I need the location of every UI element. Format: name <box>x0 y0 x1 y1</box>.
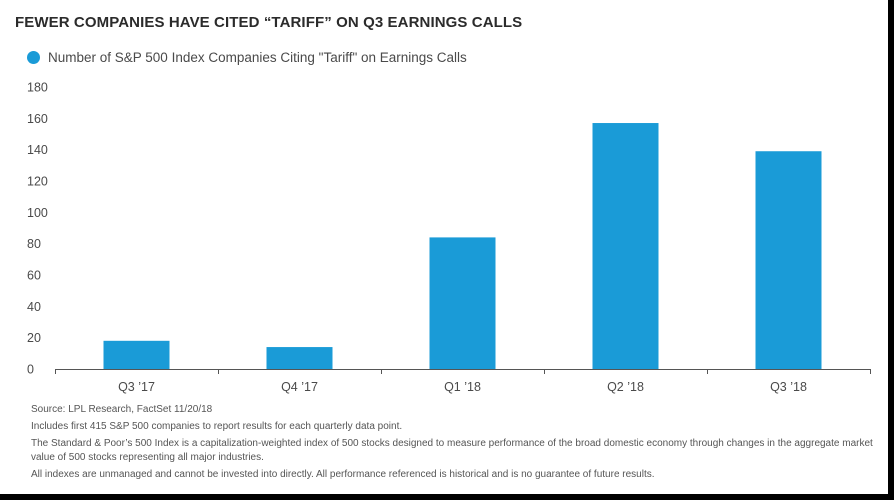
y-tick-label: 40 <box>27 300 41 314</box>
bar-chart: 0 20 40 60 80 100 120 140 160 180 Q3 ’17 Q4 ’17 Q1 ’… <box>27 81 871 394</box>
bar <box>592 123 659 370</box>
disclaimer-note: All indexes are unmanaged and cannot be … <box>31 468 655 480</box>
x-tick-label: Q1 ’18 <box>444 380 481 394</box>
x-tick-label: Q3 ’18 <box>770 380 807 394</box>
bar <box>103 340 170 369</box>
y-tick-label: 120 <box>27 175 48 189</box>
y-tick-label: 100 <box>27 206 48 220</box>
footnotes: Source: LPL Research, FactSet 11/20/18 I… <box>31 403 876 485</box>
bar <box>266 347 333 369</box>
y-tick-label: 160 <box>27 112 48 126</box>
bar <box>429 237 496 369</box>
y-tick-label: 180 <box>27 81 48 95</box>
includes-note: Includes first 415 S&P 500 companies to … <box>31 421 403 433</box>
bar <box>755 151 822 369</box>
legend: Number of S&P 500 Index Companies Citing… <box>27 50 467 65</box>
index-definition-note: The Standard & Poor’s 500 Index is a cap… <box>31 438 873 463</box>
source-note: Source: LPL Research, FactSet 11/20/18 <box>31 404 213 415</box>
legend-swatch <box>27 51 40 64</box>
y-tick-label: 0 <box>27 363 34 377</box>
legend-label: Number of S&P 500 Index Companies Citing… <box>48 50 467 65</box>
y-tick-label: 80 <box>27 237 41 251</box>
y-tick-label: 60 <box>27 269 41 283</box>
x-tick-label: Q4 ’17 <box>281 380 318 394</box>
chart-title: FEWER COMPANIES HAVE CITED “TARIFF” ON Q… <box>15 14 523 31</box>
y-tick-label: 140 <box>27 143 48 157</box>
y-tick-label: 20 <box>27 331 41 345</box>
x-tick-label: Q3 ’17 <box>118 380 155 394</box>
x-tick-label: Q2 ’18 <box>607 380 644 394</box>
